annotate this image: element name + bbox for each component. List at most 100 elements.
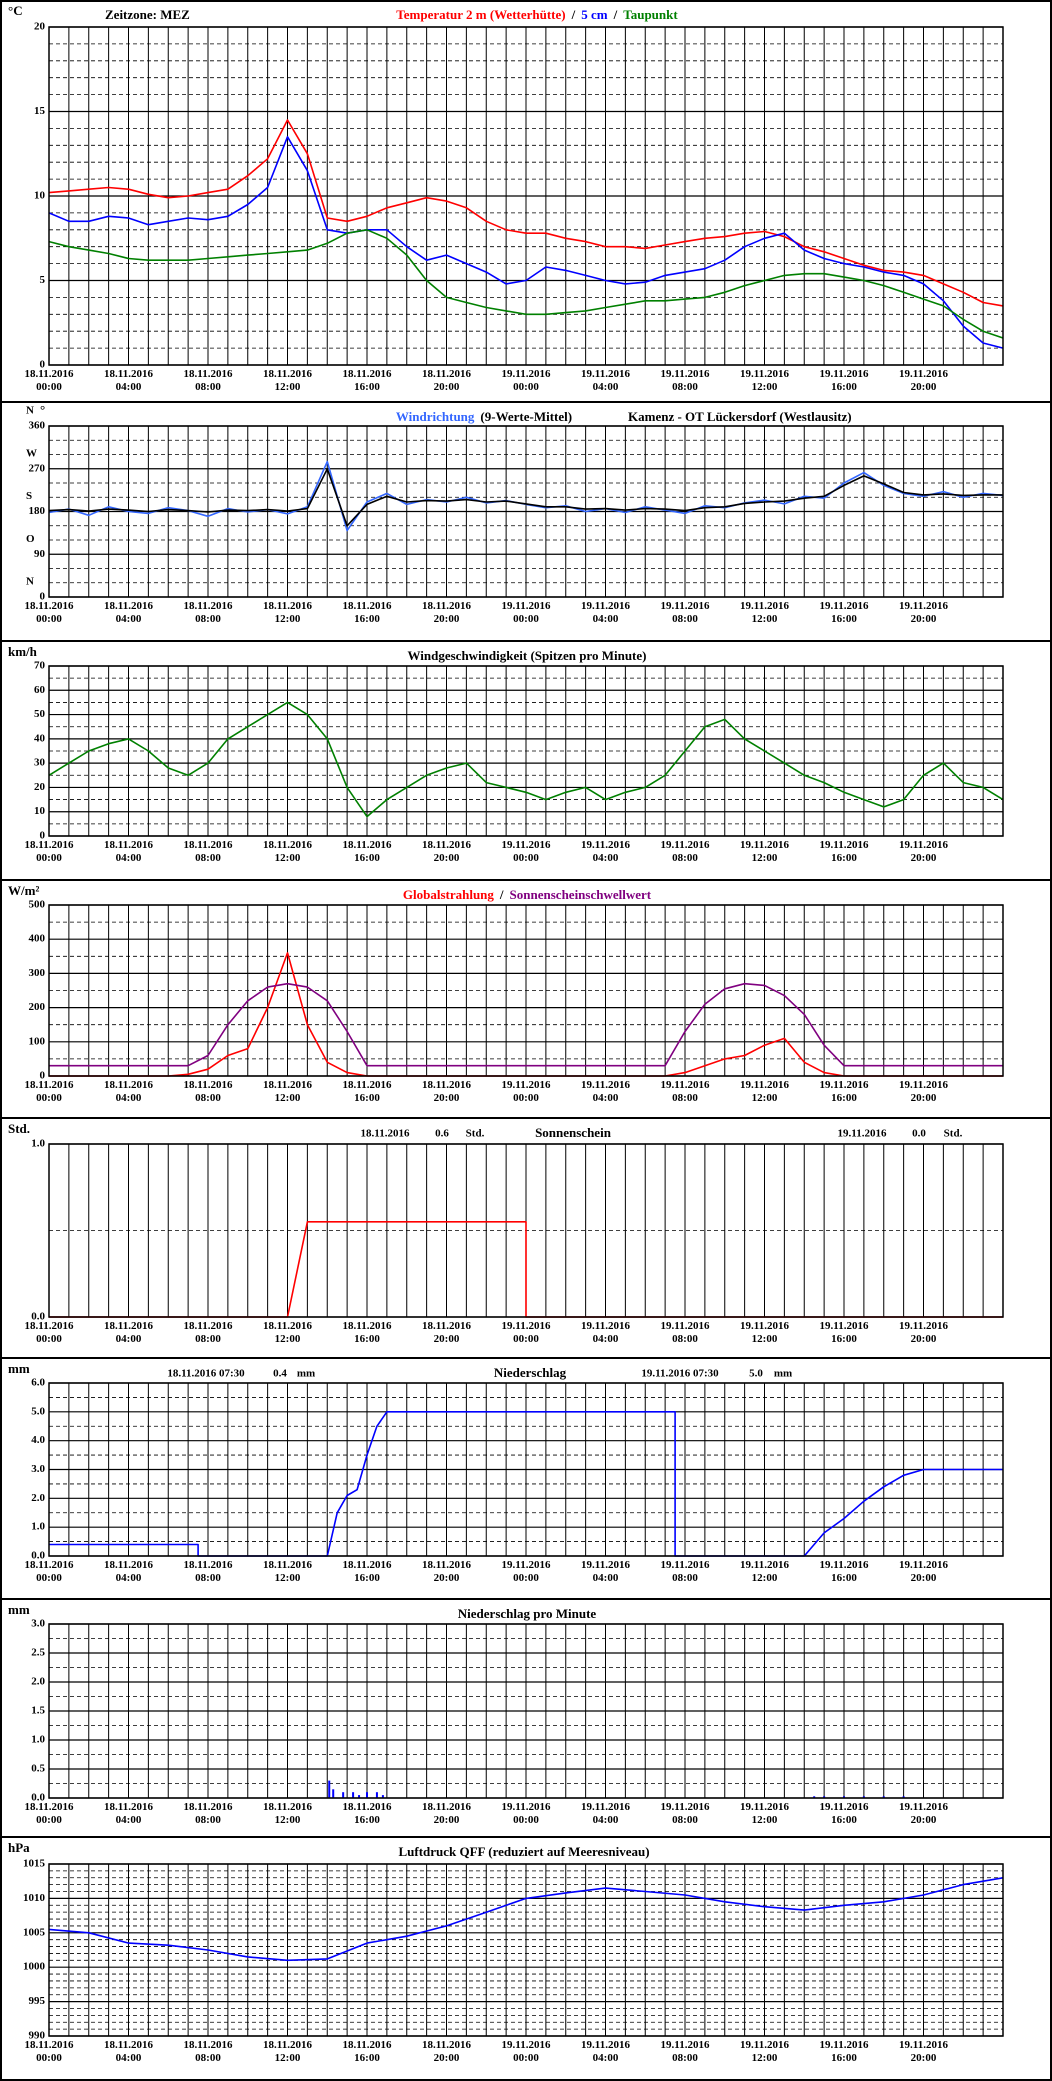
y-tick-label: 500 [29,899,46,911]
plot-frame [48,904,1004,1077]
annotation: 0.0 [912,1128,926,1140]
series-line [48,701,1004,818]
legend: Temperatur 2 m (Wetterhütte) / 5 cm / Taupun… [396,7,678,22]
x-tick-label: 19.11.2016 12:00 [740,600,789,625]
y-tick-label: 70 [34,660,46,672]
x-tick-label: 19.11.2016 12:00 [740,1320,789,1345]
y-tick-label: 0.0 [31,1311,45,1323]
y-tick-label: 2.0 [31,1492,45,1504]
precipitation-bar [332,1789,335,1798]
x-tick-label: 19.11.2016 04:00 [581,600,630,625]
x-tick-label: 19.11.2016 16:00 [819,2039,869,2064]
x-tick-label: 19.11.2016 20:00 [899,1079,948,1104]
x-tick-label: 19.11.2016 20:00 [899,1801,948,1826]
legend-entry: Taupunkt [623,7,678,22]
y-tick-label: 90 [34,548,46,560]
y-tick-label: 0.0 [31,1550,45,1562]
x-tick-label: 18.11.2016 00:00 [24,1320,74,1345]
y-tick-label: 1.0 [31,1734,45,1746]
axis-unit: mm [8,1361,30,1376]
y-tick-label: 30 [34,757,46,769]
y-tick-label: 10 [34,805,46,817]
x-tick-label: 19.11.2016 16:00 [819,600,869,625]
x-tick-label: 18.11.2016 20:00 [422,839,471,864]
x-tick-label: 18.11.2016 12:00 [263,1801,312,1826]
x-tick-label: 19.11.2016 12:00 [740,368,789,393]
y-tick-label: 0 [40,1070,46,1082]
axis-unit: W/m² [8,883,39,898]
y-tick-label: 990 [29,2030,46,2042]
x-tick-label: 18.11.2016 16:00 [342,1801,392,1826]
x-tick-label: 18.11.2016 08:00 [183,2039,233,2064]
x-tick-label: 19.11.2016 04:00 [581,1801,630,1826]
y-tick-label: 1000 [23,1961,46,1973]
y-tick-label: 4.0 [31,1434,45,1446]
y-tick-label: 0.5 [31,1763,45,1775]
y-tick-label: 1.5 [31,1705,45,1717]
x-tick-label: 18.11.2016 12:00 [263,600,312,625]
x-tick-label: 18.11.2016 00:00 [24,600,74,625]
x-tick-label: 18.11.2016 04:00 [104,1079,153,1104]
annotation: Std. [466,1128,485,1140]
x-tick-label: 19.11.2016 12:00 [740,1801,789,1826]
y-tick-label: 300 [29,967,46,979]
series-line [48,119,1004,307]
x-tick-label: 18.11.2016 20:00 [422,2039,471,2064]
y-tick-label: 100 [29,1035,46,1047]
x-tick-label: 19.11.2016 08:00 [660,368,710,393]
plot-frame [48,1382,1004,1557]
annotation: 0.4 [273,1368,287,1380]
x-tick-label: 19.11.2016 04:00 [581,368,630,393]
legend-entry: Sonnenscheinschwellwert [510,887,652,902]
annotation: mm [774,1368,792,1380]
x-tick-label: 18.11.2016 08:00 [183,1320,233,1345]
x-tick-label: 18.11.2016 12:00 [263,839,312,864]
x-tick-label: 18.11.2016 00:00 [24,1079,74,1104]
x-tick-label: 19.11.2016 00:00 [501,2039,551,2064]
y-tick-label: 40 [34,732,46,744]
x-tick-label: 19.11.2016 20:00 [899,600,948,625]
timezone: Zeitzone: MEZ [105,7,190,22]
x-tick-label: 18.11.2016 00:00 [24,839,74,864]
axis-unit: °C [8,3,23,18]
annotation: 5.0 [749,1368,763,1380]
x-tick-label: 19.11.2016 20:00 [899,839,948,864]
compass-label: N [26,576,34,588]
x-tick-label: 18.11.2016 00:00 [24,1559,74,1584]
series-line [48,1877,1004,1962]
compass-label: S [26,490,32,502]
y-tick-label: 20 [34,21,46,33]
x-tick-label: 19.11.2016 20:00 [899,1559,948,1584]
x-tick-label: 19.11.2016 12:00 [740,1559,789,1584]
legend-separator: / [613,7,618,22]
y-tick-label: 0.0 [31,1792,45,1804]
x-tick-label: 18.11.2016 20:00 [422,1559,471,1584]
x-tick-label: 19.11.2016 08:00 [660,2039,710,2064]
y-tick-label: 5 [40,274,46,286]
x-tick-label: 18.11.2016 08:00 [183,600,233,625]
axis-unit: km/h [8,644,38,659]
axis-unit: mm [8,1602,30,1617]
y-tick-label: 995 [29,1995,46,2007]
x-tick-label: 19.11.2016 04:00 [581,839,630,864]
x-tick-label: 18.11.2016 00:00 [24,2039,74,2064]
y-tick-label: 1005 [23,1926,46,1938]
y-tick-label: 2.0 [31,1676,45,1688]
x-tick-label: 19.11.2016 16:00 [819,1559,869,1584]
plot-frame [48,1623,1004,1799]
axis-unit: ° [40,402,45,417]
x-tick-label: 19.11.2016 20:00 [899,2039,948,2064]
x-tick-label: 19.11.2016 00:00 [501,1801,551,1826]
precipitation-bar [843,1796,845,1798]
x-tick-label: 19.11.2016 00:00 [501,1320,551,1345]
legend: Globalstrahlung / Sonnenscheinschwellwert [403,887,652,902]
x-tick-label: 19.11.2016 00:00 [501,1559,551,1584]
legend-entry: 5 cm [581,7,608,22]
x-tick-label: 19.11.2016 20:00 [899,1320,948,1345]
x-tick-label: 18.11.2016 20:00 [422,1801,471,1826]
x-tick-label: 18.11.2016 04:00 [104,2039,153,2064]
x-tick-label: 18.11.2016 20:00 [422,1079,471,1104]
precipitation-bar [862,1796,865,1798]
